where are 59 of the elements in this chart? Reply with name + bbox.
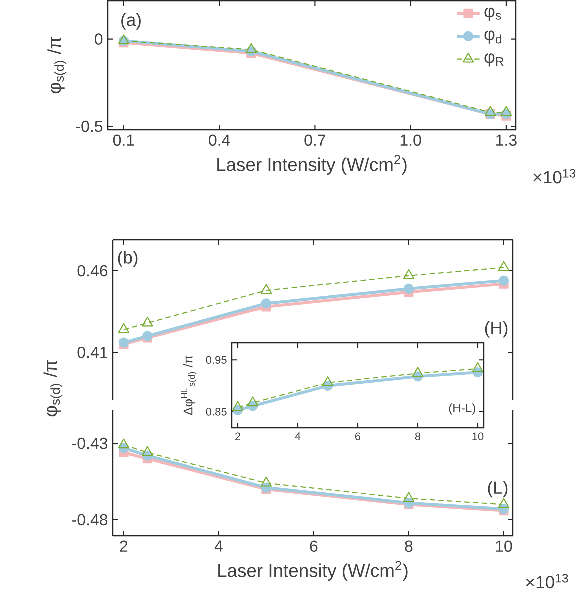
x-tick-label: 2 bbox=[235, 432, 241, 440]
annotation: (b) bbox=[118, 250, 138, 268]
x-tick-label: 0.4 bbox=[209, 134, 230, 146]
point bbox=[142, 316, 154, 327]
point bbox=[247, 396, 259, 407]
x-tick-label: 10 bbox=[496, 540, 512, 552]
point bbox=[403, 270, 415, 280]
y-tick-label: 0.95 bbox=[206, 356, 227, 364]
x-tick-label: 4 bbox=[295, 432, 301, 440]
point bbox=[261, 298, 272, 309]
point bbox=[484, 106, 496, 116]
x-tick-label: 1.3 bbox=[496, 134, 517, 146]
text: ×10$^{13}$ bbox=[526, 574, 568, 589]
y-tick-label: -0.43 bbox=[72, 438, 108, 450]
y-axis-title: φ$_{s(d)}$ /π bbox=[48, 37, 67, 94]
point bbox=[498, 261, 510, 272]
point bbox=[118, 323, 130, 334]
x-axis-title: Laser Intensity (W/cm$^{2}$) bbox=[218, 561, 408, 581]
y-tick-label: 0.85 bbox=[206, 408, 227, 416]
legend-label: φ$_{s}$ bbox=[484, 8, 502, 22]
point bbox=[500, 106, 512, 116]
x-tick-label: 6 bbox=[310, 540, 318, 552]
legend-label: φ$_{d}$ bbox=[484, 30, 502, 44]
point bbox=[260, 476, 272, 487]
point bbox=[404, 284, 414, 294]
point bbox=[412, 367, 424, 378]
y-axis-title: φ$_{s(d)}$ /π bbox=[44, 360, 63, 417]
x-tick-label: 4 bbox=[214, 540, 223, 552]
y-axis-title: Δφ$^{HL}$$_{s(d)}$ /π bbox=[181, 356, 197, 416]
x-tick-label: 10 bbox=[472, 432, 484, 440]
point bbox=[472, 362, 484, 372]
legend-label: φ$_{R}$ bbox=[484, 54, 504, 67]
x-tick-label: 8 bbox=[415, 432, 421, 440]
annotation: (H) bbox=[485, 321, 508, 338]
x-tick-label: 1.0 bbox=[400, 134, 422, 146]
x-tick-label: 2 bbox=[120, 540, 128, 552]
point bbox=[246, 43, 258, 54]
x-tick-label: 8 bbox=[405, 540, 413, 552]
x-axis-title: Laser Intensity (W/cm$^{2}$) bbox=[218, 155, 407, 175]
point bbox=[142, 446, 154, 456]
point bbox=[232, 401, 244, 412]
annotation: (H-L) bbox=[449, 404, 476, 415]
y-tick-label: -0.5 bbox=[76, 120, 103, 132]
point bbox=[322, 376, 334, 386]
annotation: (a) bbox=[122, 13, 141, 30]
annotation: (L) bbox=[488, 481, 508, 498]
y-tick-label: -0.48 bbox=[72, 514, 108, 526]
x-tick-label: 0.1 bbox=[113, 134, 134, 146]
point bbox=[403, 492, 415, 502]
x-tick-label: 6 bbox=[356, 432, 361, 440]
y-tick-label: 0.46 bbox=[78, 265, 108, 277]
y-tick-label: 0 bbox=[95, 34, 103, 45]
point bbox=[498, 498, 510, 508]
text: ×10$^{13}$ bbox=[534, 169, 576, 184]
point bbox=[498, 276, 510, 286]
x-tick-label: 0.7 bbox=[304, 134, 326, 146]
y-tick-label: 0.41 bbox=[78, 346, 108, 358]
point bbox=[118, 438, 130, 449]
point bbox=[260, 284, 272, 294]
